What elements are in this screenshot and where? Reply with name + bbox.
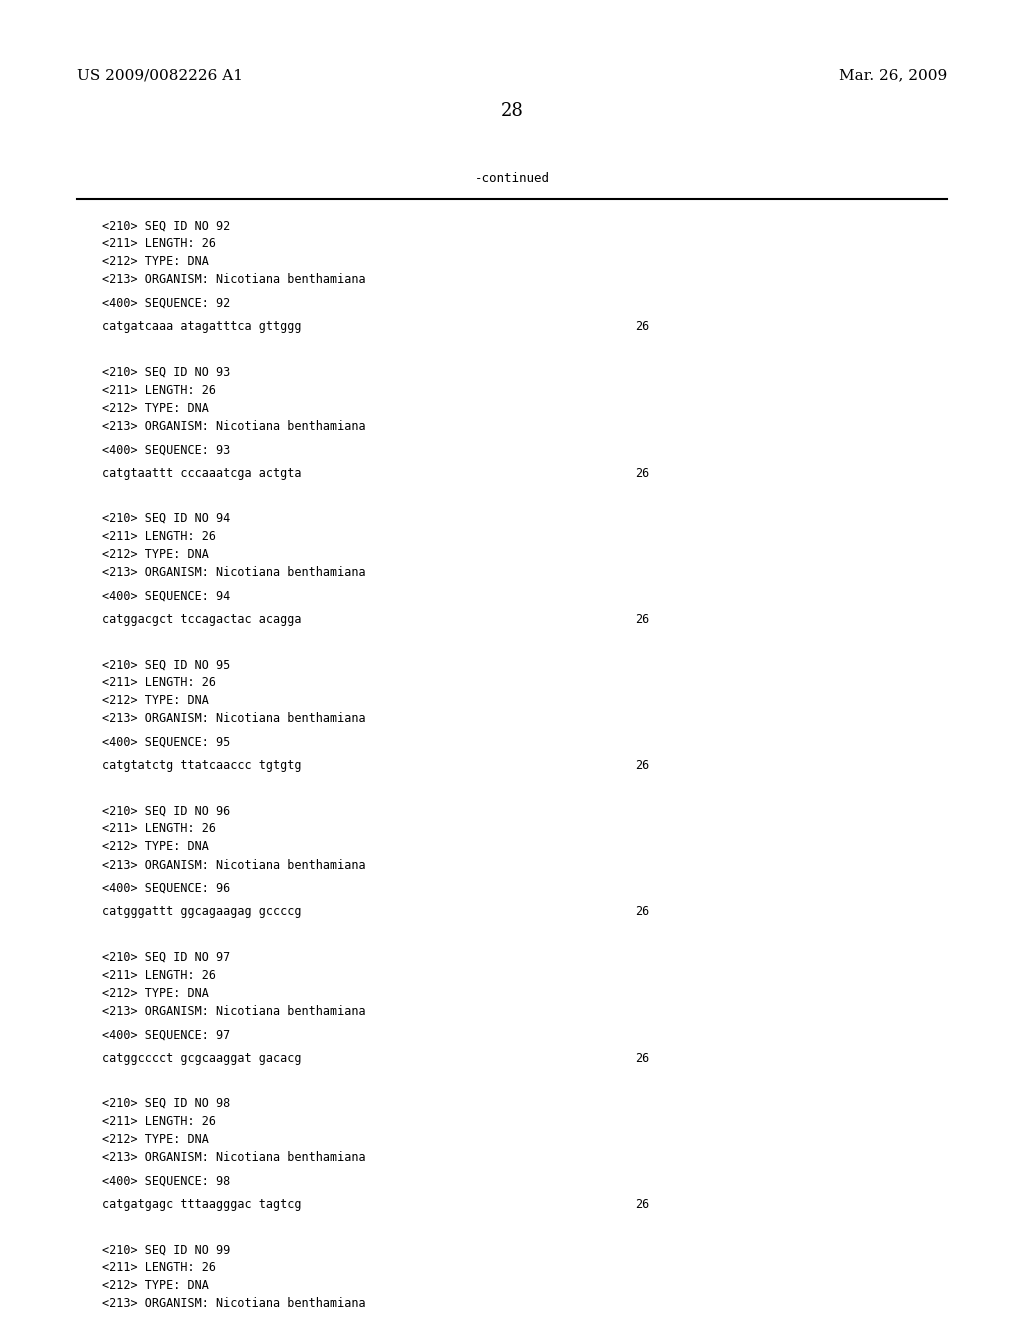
Text: <212> TYPE: DNA: <212> TYPE: DNA (102, 1133, 209, 1146)
Text: <213> ORGANISM: Nicotiana benthamiana: <213> ORGANISM: Nicotiana benthamiana (102, 273, 366, 286)
Text: <213> ORGANISM: Nicotiana benthamiana: <213> ORGANISM: Nicotiana benthamiana (102, 1005, 366, 1018)
Text: <211> LENGTH: 26: <211> LENGTH: 26 (102, 822, 216, 836)
Text: <210> SEQ ID NO 93: <210> SEQ ID NO 93 (102, 366, 230, 379)
Text: <212> TYPE: DNA: <212> TYPE: DNA (102, 401, 209, 414)
Text: catgatcaaa atagatttca gttggg: catgatcaaa atagatttca gttggg (102, 321, 302, 333)
Text: <211> LENGTH: 26: <211> LENGTH: 26 (102, 1262, 216, 1274)
Text: catgggattt ggcagaagag gccccg: catgggattt ggcagaagag gccccg (102, 906, 302, 919)
Text: <212> TYPE: DNA: <212> TYPE: DNA (102, 694, 209, 708)
Text: <210> SEQ ID NO 98: <210> SEQ ID NO 98 (102, 1097, 230, 1110)
Text: catggcccct gcgcaaggat gacacg: catggcccct gcgcaaggat gacacg (102, 1052, 302, 1065)
Text: <213> ORGANISM: Nicotiana benthamiana: <213> ORGANISM: Nicotiana benthamiana (102, 713, 366, 725)
Text: 26: 26 (635, 906, 649, 919)
Text: <400> SEQUENCE: 95: <400> SEQUENCE: 95 (102, 735, 230, 748)
Text: <212> TYPE: DNA: <212> TYPE: DNA (102, 548, 209, 561)
Text: <212> TYPE: DNA: <212> TYPE: DNA (102, 841, 209, 854)
Text: <210> SEQ ID NO 97: <210> SEQ ID NO 97 (102, 950, 230, 964)
Text: <212> TYPE: DNA: <212> TYPE: DNA (102, 987, 209, 999)
Text: <400> SEQUENCE: 92: <400> SEQUENCE: 92 (102, 297, 230, 310)
Text: 26: 26 (635, 612, 649, 626)
Text: 26: 26 (635, 321, 649, 333)
Text: catgtaattt cccaaatcga actgta: catgtaattt cccaaatcga actgta (102, 466, 302, 479)
Text: <211> LENGTH: 26: <211> LENGTH: 26 (102, 969, 216, 982)
Text: <211> LENGTH: 26: <211> LENGTH: 26 (102, 1115, 216, 1129)
Text: <400> SEQUENCE: 96: <400> SEQUENCE: 96 (102, 882, 230, 895)
Text: catgtatctg ttatcaaccc tgtgtg: catgtatctg ttatcaaccc tgtgtg (102, 759, 302, 772)
Text: <210> SEQ ID NO 95: <210> SEQ ID NO 95 (102, 659, 230, 671)
Text: 28: 28 (501, 102, 523, 120)
Text: <400> SEQUENCE: 93: <400> SEQUENCE: 93 (102, 444, 230, 457)
Text: <210> SEQ ID NO 94: <210> SEQ ID NO 94 (102, 512, 230, 525)
Text: <213> ORGANISM: Nicotiana benthamiana: <213> ORGANISM: Nicotiana benthamiana (102, 420, 366, 433)
Text: Mar. 26, 2009: Mar. 26, 2009 (839, 69, 947, 82)
Text: <400> SEQUENCE: 98: <400> SEQUENCE: 98 (102, 1175, 230, 1188)
Text: <211> LENGTH: 26: <211> LENGTH: 26 (102, 676, 216, 689)
Text: catgatgagc tttaagggac tagtcg: catgatgagc tttaagggac tagtcg (102, 1199, 302, 1210)
Text: <211> LENGTH: 26: <211> LENGTH: 26 (102, 529, 216, 543)
Text: 26: 26 (635, 1199, 649, 1210)
Text: <213> ORGANISM: Nicotiana benthamiana: <213> ORGANISM: Nicotiana benthamiana (102, 1151, 366, 1164)
Text: <211> LENGTH: 26: <211> LENGTH: 26 (102, 238, 216, 251)
Text: <210> SEQ ID NO 99: <210> SEQ ID NO 99 (102, 1243, 230, 1257)
Text: <212> TYPE: DNA: <212> TYPE: DNA (102, 255, 209, 268)
Text: <210> SEQ ID NO 92: <210> SEQ ID NO 92 (102, 219, 230, 232)
Text: <400> SEQUENCE: 94: <400> SEQUENCE: 94 (102, 590, 230, 602)
Text: <213> ORGANISM: Nicotiana benthamiana: <213> ORGANISM: Nicotiana benthamiana (102, 858, 366, 871)
Text: US 2009/0082226 A1: US 2009/0082226 A1 (77, 69, 243, 82)
Text: <213> ORGANISM: Nicotiana benthamiana: <213> ORGANISM: Nicotiana benthamiana (102, 1298, 366, 1311)
Text: catggacgct tccagactac acagga: catggacgct tccagactac acagga (102, 612, 302, 626)
Text: 26: 26 (635, 466, 649, 479)
Text: -continued: -continued (474, 172, 550, 185)
Text: <212> TYPE: DNA: <212> TYPE: DNA (102, 1279, 209, 1292)
Text: <213> ORGANISM: Nicotiana benthamiana: <213> ORGANISM: Nicotiana benthamiana (102, 566, 366, 579)
Text: <211> LENGTH: 26: <211> LENGTH: 26 (102, 384, 216, 396)
Text: 26: 26 (635, 1052, 649, 1065)
Text: <210> SEQ ID NO 96: <210> SEQ ID NO 96 (102, 804, 230, 817)
Text: 26: 26 (635, 759, 649, 772)
Text: <400> SEQUENCE: 97: <400> SEQUENCE: 97 (102, 1028, 230, 1041)
